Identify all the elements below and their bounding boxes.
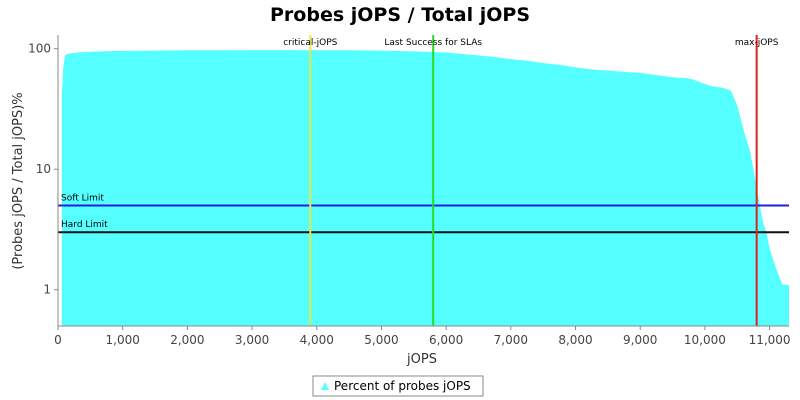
marker-label-2: max-jOPS: [735, 38, 779, 48]
area-series-0: [61, 50, 789, 326]
marker-label-0: critical-jOPS: [283, 38, 337, 48]
x-tick-label-3: 3,000: [235, 333, 269, 347]
x-tick-label-5: 5,000: [364, 333, 398, 347]
y-tick-label-0: 1: [43, 283, 51, 297]
legend-entry-label: Percent of probes jOPS: [334, 379, 471, 393]
x-tick-label-4: 4,000: [300, 333, 334, 347]
y-tick-label-2: 100: [28, 42, 51, 56]
limit-label-0: Soft Limit: [61, 194, 104, 204]
y-axis-label: (Probes jOPS / Total jOPS)%: [11, 92, 26, 269]
legend: Percent of probes jOPS: [312, 375, 484, 397]
x-tick-label-1: 1,000: [106, 333, 140, 347]
x-tick-label-9: 9,000: [623, 333, 657, 347]
x-tick-label-10: 10,000: [684, 333, 726, 347]
legend-box: [312, 375, 484, 397]
marker-label-1: Last Success for SLAs: [384, 38, 482, 48]
x-tick-label-11: 11,000: [749, 333, 791, 347]
x-tick-label-7: 7,000: [494, 333, 528, 347]
x-tick-label-6: 6,000: [429, 333, 463, 347]
x-tick-label-0: 0: [54, 333, 62, 347]
x-axis-label: jOPS: [406, 352, 437, 367]
legend-swatch-icon: [321, 382, 329, 390]
x-tick-label-2: 2,000: [170, 333, 204, 347]
chart-title: Probes jOPS / Total jOPS: [270, 4, 530, 26]
limit-label-1: Hard Limit: [61, 220, 108, 230]
x-tick-label-8: 8,000: [558, 333, 592, 347]
plot-area: Soft Limit Hard Limit critical-jOPS Last Su…: [28, 35, 791, 347]
y-tick-label-1: 10: [36, 162, 51, 176]
